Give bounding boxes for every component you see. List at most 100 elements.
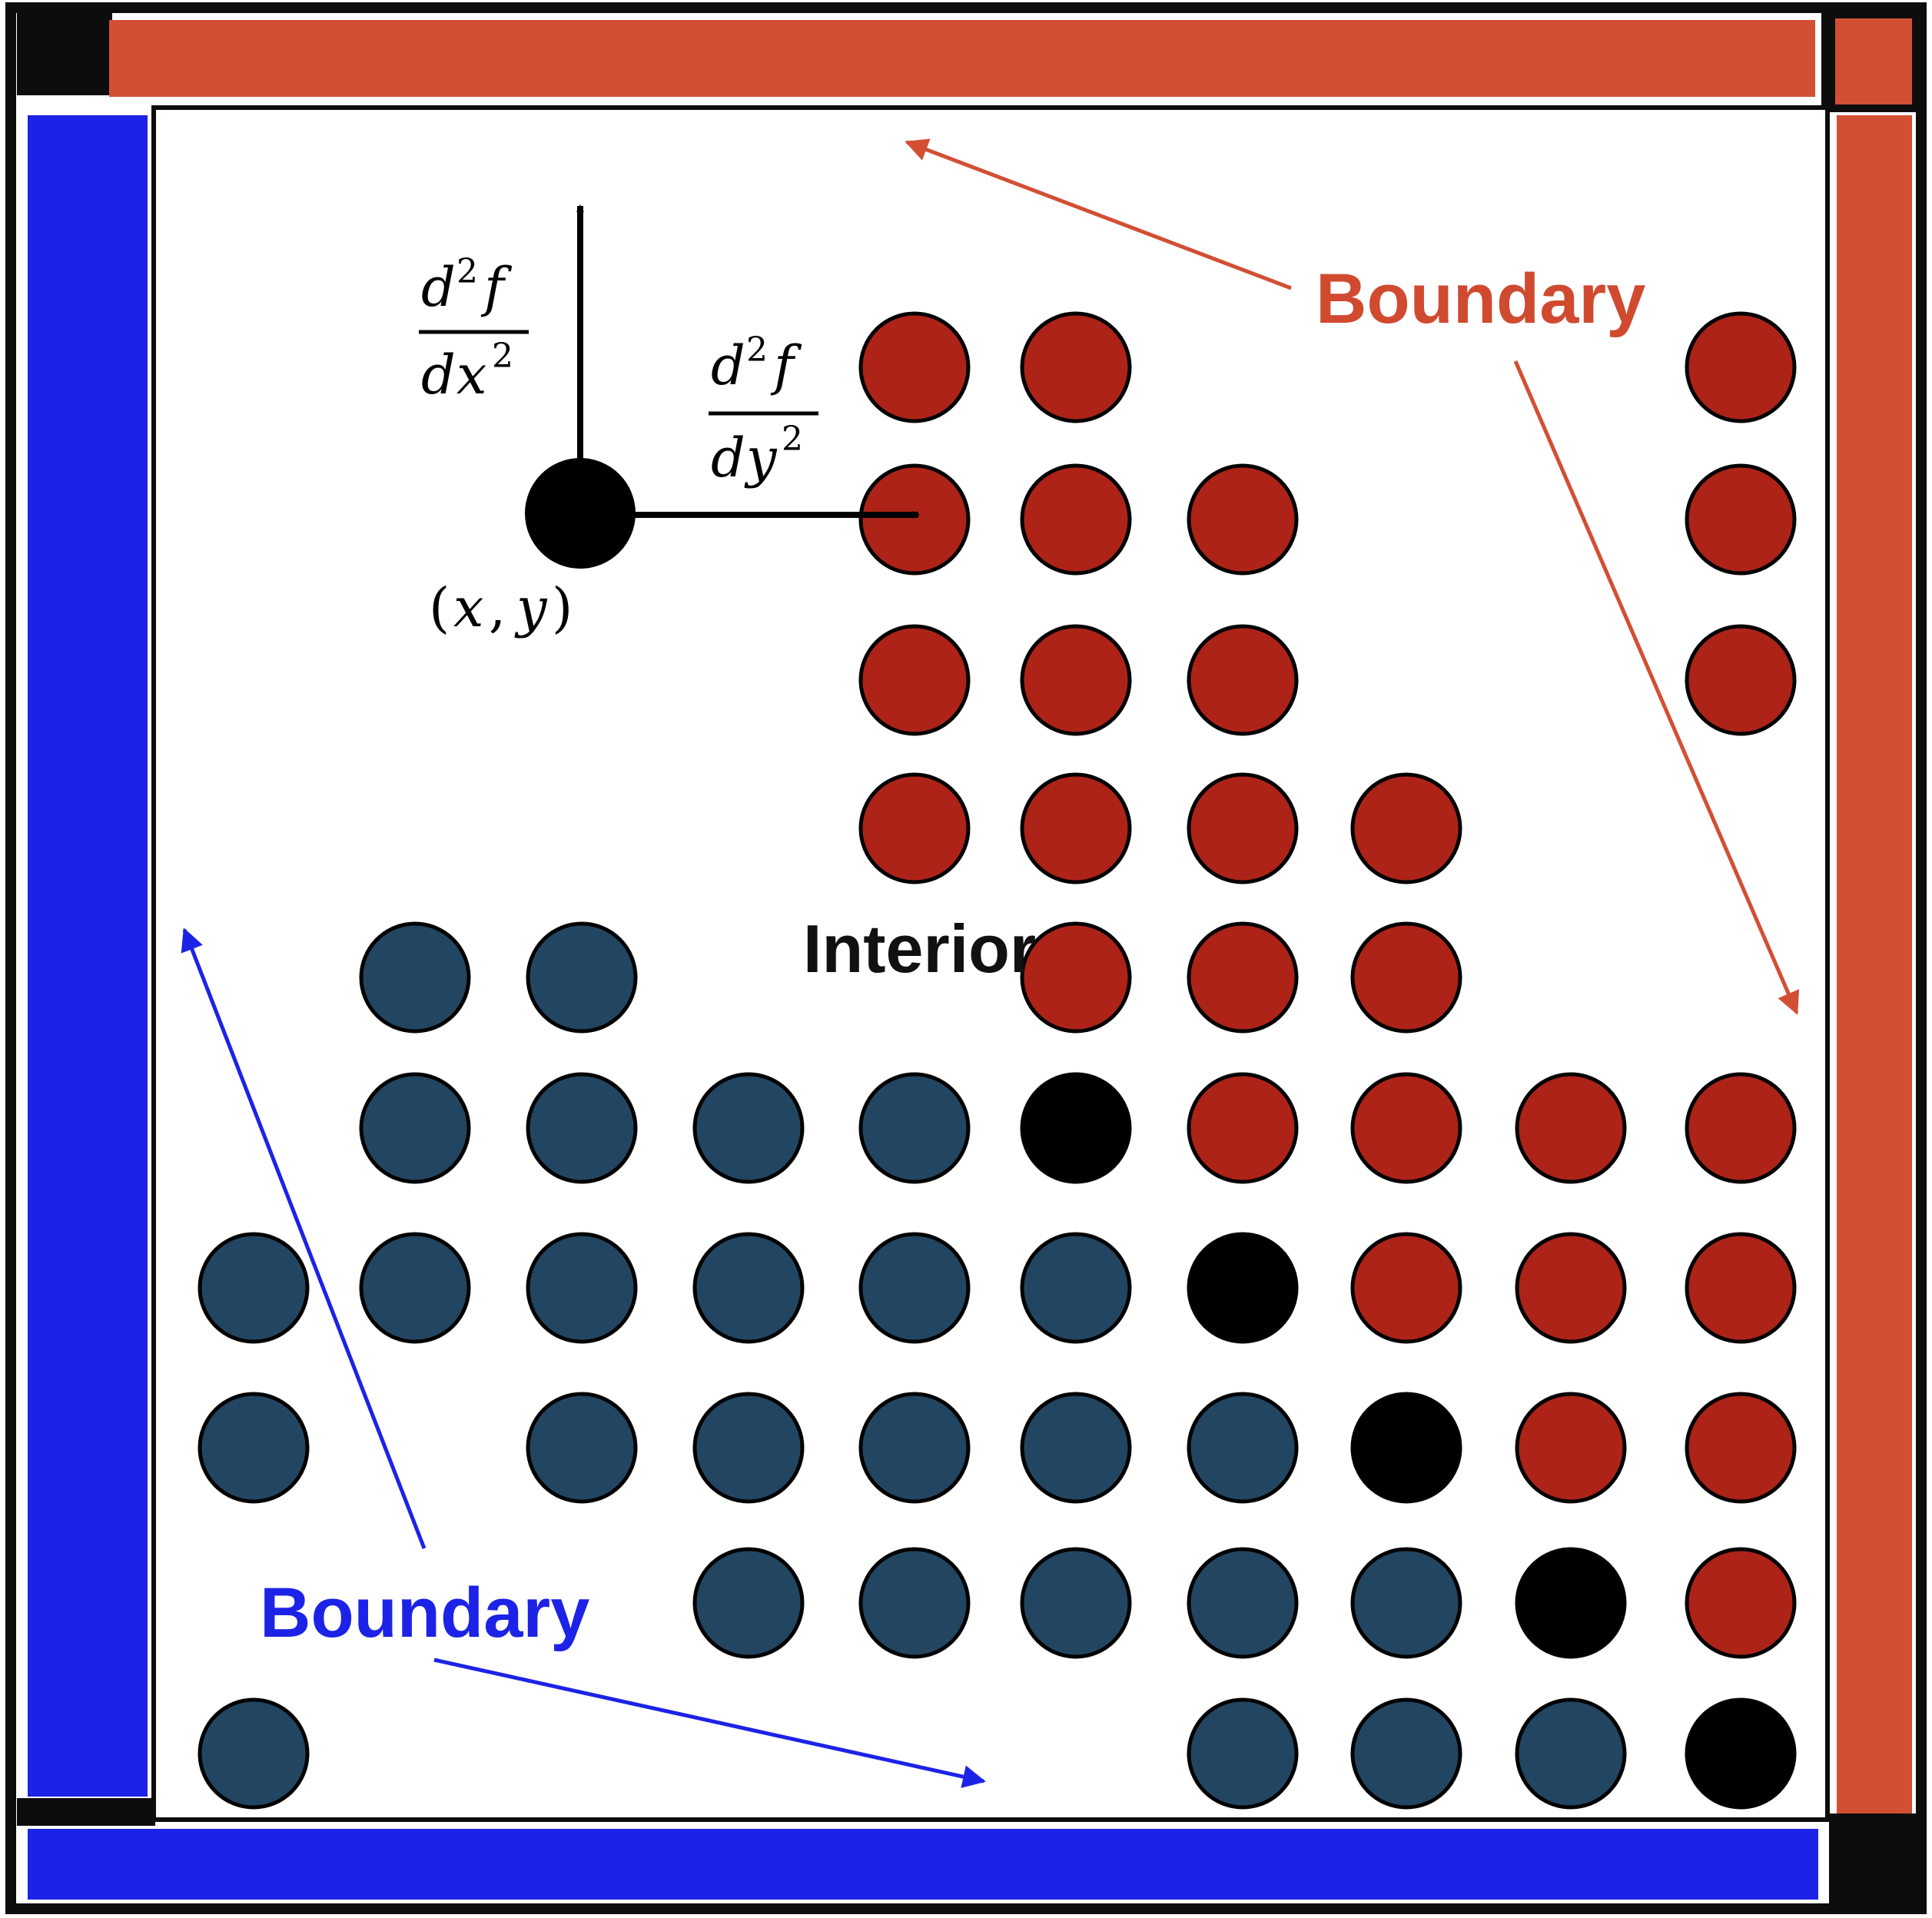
red-dot-r0-c9 <box>1685 311 1797 423</box>
blue-dot-r5-c3 <box>692 1072 805 1184</box>
svg-text:x: x <box>453 576 483 639</box>
boundary-label-blue: Boundary <box>260 1574 589 1652</box>
d2f-dx2-d: d <box>421 256 456 319</box>
d2f-dy2-sup-num: 2 <box>746 330 768 370</box>
red-dot-r1-c4 <box>858 463 971 576</box>
blue-dot-r6-c4 <box>858 1232 971 1344</box>
red-arrow-to-right-boundary <box>1513 360 1800 1015</box>
red-dot-r2-c5 <box>1020 624 1132 736</box>
corner-top-left <box>17 12 112 95</box>
blue-dot-r8-c3 <box>692 1547 805 1659</box>
black-dot-r8-c8 <box>1515 1547 1627 1659</box>
red-dot-r7-c9 <box>1685 1392 1797 1504</box>
d2f-dx2-dvar: d <box>421 343 456 406</box>
d2f-dx2-var: x <box>456 343 486 406</box>
blue-dot-r8-c7 <box>1350 1547 1462 1659</box>
blue-dot-r6-c3 <box>692 1232 805 1344</box>
blue-dot-r9-c7 <box>1350 1697 1462 1810</box>
outer-frame <box>5 2 1927 1914</box>
blue-dot-r9-c0 <box>198 1697 310 1810</box>
blue-dot-r7-c2 <box>526 1392 638 1504</box>
d2f-dy2-label: d 2 f d y 2 <box>709 330 818 489</box>
blue-dot-r6-c0 <box>198 1232 310 1344</box>
d2f-dy2-var: y <box>744 426 778 489</box>
blue-dot-r9-c8 <box>1515 1697 1627 1810</box>
svg-text:d: d <box>711 334 745 397</box>
svg-text:d: d <box>711 426 745 489</box>
point-label-y: y <box>514 576 548 639</box>
red-dot-r3-c5 <box>1020 772 1132 884</box>
corner-bottom-left <box>17 1798 155 1826</box>
red-dot-r4-c7 <box>1350 921 1462 1034</box>
blue-dot-r8-c5 <box>1020 1547 1132 1659</box>
point-label-comma: , <box>489 576 506 639</box>
blue-dot-r6-c2 <box>526 1232 638 1344</box>
red-dot-r7-c8 <box>1515 1392 1627 1504</box>
blue-dot-r7-c6 <box>1187 1392 1299 1504</box>
d2f-dy2-dvar: d <box>711 426 745 489</box>
boundary-bar-right-red <box>1837 115 1912 1813</box>
red-dot-r4-c6 <box>1187 921 1299 1034</box>
blue-dot-r5-c1 <box>359 1072 471 1184</box>
blue-dot-r7-c4 <box>858 1392 971 1504</box>
svg-text:y: y <box>744 426 778 489</box>
blue-dot-r4-c2 <box>526 921 638 1034</box>
blue-dot-r7-c5 <box>1020 1392 1132 1504</box>
point-label-close: ) <box>552 576 573 639</box>
red-dot-r6-c7 <box>1350 1232 1462 1344</box>
d2f-dy2-sup-den: 2 <box>782 420 803 459</box>
red-dot-r1-c6 <box>1187 463 1299 576</box>
red-dot-r4-c5 <box>1020 921 1132 1034</box>
black-dot-r7-c7 <box>1350 1392 1462 1504</box>
blue-dot-r6-c1 <box>359 1232 471 1344</box>
red-dot-r3-c4 <box>858 772 971 884</box>
boundary-bar-top-right-red <box>1835 18 1912 105</box>
svg-text:2: 2 <box>746 330 768 370</box>
red-dot-r5-c6 <box>1187 1072 1299 1184</box>
origin-point <box>525 458 636 569</box>
point-coordinate-label: ( x , y ) <box>429 576 573 639</box>
point-label-open: ( <box>429 576 450 639</box>
svg-text:d: d <box>421 256 456 319</box>
red-arrow-to-top-boundary <box>905 138 1292 290</box>
blue-dot-r9-c6 <box>1187 1697 1299 1810</box>
dot-grid <box>198 311 1797 1810</box>
boundary-bar-top-red <box>109 20 1815 97</box>
red-dot-r6-c8 <box>1515 1232 1627 1344</box>
boundary-bar-bottom-blue <box>28 1829 1818 1900</box>
svg-text:): ) <box>552 576 573 639</box>
svg-text:2: 2 <box>782 420 803 459</box>
interior-label: Interior <box>803 911 1036 987</box>
blue-dot-r5-c2 <box>526 1072 638 1184</box>
blue-dot-r8-c6 <box>1187 1547 1299 1659</box>
svg-text:d: d <box>421 343 456 406</box>
d2f-dy2-d: d <box>711 334 745 397</box>
red-dot-r5-c9 <box>1685 1072 1797 1184</box>
svg-text:x: x <box>456 343 486 406</box>
svg-text:2: 2 <box>456 252 478 291</box>
red-dot-r8-c9 <box>1685 1547 1797 1659</box>
red-dot-r2-c4 <box>858 624 971 736</box>
svg-text:,: , <box>489 576 506 639</box>
red-dot-r2-c9 <box>1685 624 1797 736</box>
point-label-x: x <box>453 576 483 639</box>
d2f-dx2-sup-den: 2 <box>492 337 513 376</box>
blue-arrow-to-bottom-boundary <box>433 1658 986 1788</box>
blue-dot-r6-c5 <box>1020 1232 1132 1344</box>
red-dot-r5-c7 <box>1350 1072 1462 1184</box>
d2f-dx2-sup-num: 2 <box>456 252 478 291</box>
blue-dot-r7-c0 <box>198 1392 310 1504</box>
corner-bottom-right <box>1829 1813 1917 1904</box>
black-dot-r6-c6 <box>1187 1232 1299 1344</box>
boundary-label-red: Boundary <box>1316 260 1645 338</box>
red-dot-r6-c9 <box>1685 1232 1797 1344</box>
red-dot-r3-c6 <box>1187 772 1299 884</box>
boundary-bar-left-blue <box>28 115 148 1797</box>
red-dot-r1-c5 <box>1020 463 1132 576</box>
red-dot-r1-c9 <box>1685 463 1797 576</box>
blue-dot-r7-c3 <box>692 1392 805 1504</box>
blue-dot-r5-c4 <box>858 1072 971 1184</box>
red-dot-r3-c7 <box>1350 772 1462 884</box>
